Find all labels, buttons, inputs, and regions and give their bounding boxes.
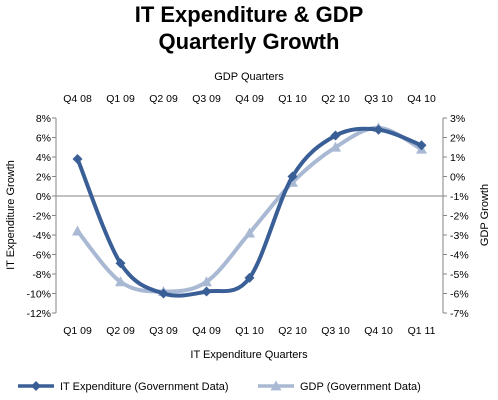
x-bottom-tick-label: Q2 09 xyxy=(106,325,135,337)
y-left-tick-label: 2% xyxy=(36,172,51,184)
series-line xyxy=(75,125,424,294)
y-right-tick-label: -3% xyxy=(450,230,469,242)
y-right-tick-label: -1% xyxy=(450,191,469,203)
x-top-tick-label: Q4 10 xyxy=(407,93,436,105)
data-point xyxy=(115,276,126,287)
x-top-tick-label: Q4 09 xyxy=(235,93,264,105)
x-top-axis-title: GDP Quarters xyxy=(214,71,284,83)
x-top-tick-label: Q3 09 xyxy=(192,93,221,105)
data-point xyxy=(115,258,126,269)
chart-title-line2: Quarterly Growth xyxy=(159,29,340,54)
data-point xyxy=(72,225,83,236)
y-right-tick-label: 0% xyxy=(450,172,465,184)
chart-title-line1: IT Expenditure & GDP xyxy=(135,2,364,27)
y-left-tick-label: -10% xyxy=(26,289,51,301)
data-point xyxy=(158,288,169,299)
y-left-tick-label: -12% xyxy=(26,308,51,320)
data-point xyxy=(244,272,255,283)
data-point xyxy=(201,276,212,287)
legend: IT Expenditure (Government Data) GDP (Gov… xyxy=(18,380,421,393)
y-right-tick-label: -2% xyxy=(450,211,469,223)
x-bottom-tick-label: Q1 09 xyxy=(63,325,92,337)
x-bottom-tick-label: Q3 10 xyxy=(321,325,350,337)
x-top-tick-label: Q2 10 xyxy=(321,93,350,105)
series-it-expenditure xyxy=(72,124,427,299)
y-right-tick-label: 2% xyxy=(450,133,465,145)
data-point xyxy=(201,286,212,297)
x-top-tick-label: Q3 10 xyxy=(364,93,393,105)
y-right-tick-label: -4% xyxy=(450,250,469,262)
x-bottom-tick-label: Q4 09 xyxy=(192,325,221,337)
legend-swatch-marker xyxy=(31,381,41,391)
y-right-tick-label: 3% xyxy=(450,113,465,125)
y-left-tick-label: -6% xyxy=(32,250,51,262)
y-right-tick-label: -5% xyxy=(450,269,469,281)
data-point xyxy=(416,140,427,151)
x-bottom-tick-label: Q2 10 xyxy=(278,325,307,337)
y-left-tick-label: 0% xyxy=(36,191,51,203)
x-top-tick-label: Q1 09 xyxy=(106,93,135,105)
data-point xyxy=(330,141,341,152)
y-left-tick-label: 4% xyxy=(36,152,51,164)
x-top-tick-label: Q2 09 xyxy=(149,93,178,105)
legend-label: IT Expenditure (Government Data) xyxy=(60,381,229,393)
legend-item: IT Expenditure (Government Data) xyxy=(18,381,229,393)
y-left-tick-label: 6% xyxy=(36,133,51,145)
plot-area: 8% 6% 4% 2% 0% -2% -4% -6% -8% -10% -12% 3% 2% 1% 0% -1… xyxy=(26,93,468,337)
y-left-tick-label: -4% xyxy=(32,230,51,242)
data-point xyxy=(330,130,341,141)
x-bottom-axis-title: IT Expenditure Quarters xyxy=(190,349,308,361)
data-point xyxy=(287,171,298,182)
legend-item: GDP (Government Data) xyxy=(258,380,421,393)
data-point xyxy=(72,153,83,164)
data-point xyxy=(373,124,384,135)
x-bottom-tick-label: Q4 10 xyxy=(364,325,393,337)
y-left-tick-label: -8% xyxy=(32,269,51,281)
y-left-axis-title: IT Expenditure Growth xyxy=(5,160,17,270)
y-right-axis-title: GDP Growth xyxy=(479,184,491,246)
y-right-tick-label: -7% xyxy=(450,308,469,320)
x-bottom-tick-label: Q1 11 xyxy=(408,325,436,337)
legend-swatch-marker xyxy=(270,380,282,391)
data-point xyxy=(244,227,255,238)
x-top-tick-label: Q1 10 xyxy=(278,93,307,105)
series-line xyxy=(75,126,424,298)
x-bottom-tick-label: Q3 09 xyxy=(149,325,178,337)
y-left-tick-label: 8% xyxy=(36,113,51,125)
x-bottom-tick-label: Q1 10 xyxy=(235,325,264,337)
y-left-tick-label: -2% xyxy=(32,211,51,223)
x-top-tick-label: Q4 08 xyxy=(63,93,92,105)
y-right-tick-label: -6% xyxy=(450,289,469,301)
legend-label: GDP (Government Data) xyxy=(300,381,421,393)
y-right-tick-label: 1% xyxy=(450,152,465,164)
